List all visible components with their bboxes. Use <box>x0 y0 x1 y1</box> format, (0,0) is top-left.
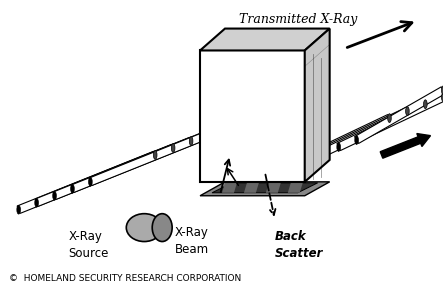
Polygon shape <box>355 87 444 143</box>
Ellipse shape <box>319 150 322 158</box>
Text: Transmitted X-Ray: Transmitted X-Ray <box>238 13 357 26</box>
Ellipse shape <box>126 214 162 241</box>
Polygon shape <box>200 29 329 51</box>
Polygon shape <box>53 137 193 199</box>
Text: X-Ray
Beam: X-Ray Beam <box>175 226 209 256</box>
Polygon shape <box>17 151 157 213</box>
Polygon shape <box>288 183 303 193</box>
Ellipse shape <box>337 142 341 151</box>
Ellipse shape <box>89 178 92 186</box>
Ellipse shape <box>189 137 193 145</box>
Ellipse shape <box>441 93 444 102</box>
Polygon shape <box>283 114 391 171</box>
Polygon shape <box>301 107 409 164</box>
Ellipse shape <box>207 130 211 138</box>
Ellipse shape <box>406 107 409 116</box>
Polygon shape <box>35 144 174 206</box>
Polygon shape <box>222 183 237 193</box>
Polygon shape <box>319 101 427 158</box>
Ellipse shape <box>154 151 157 159</box>
Polygon shape <box>71 130 210 192</box>
Polygon shape <box>89 124 229 185</box>
Polygon shape <box>305 29 329 182</box>
Ellipse shape <box>301 157 305 165</box>
FancyArrow shape <box>380 133 431 158</box>
Text: X-Ray
Source: X-Ray Source <box>68 230 109 260</box>
Ellipse shape <box>171 144 175 152</box>
Ellipse shape <box>424 100 427 109</box>
Ellipse shape <box>283 164 286 172</box>
Ellipse shape <box>71 185 74 193</box>
Ellipse shape <box>355 136 358 145</box>
Polygon shape <box>212 183 318 193</box>
Polygon shape <box>266 183 281 193</box>
Ellipse shape <box>17 205 20 214</box>
Ellipse shape <box>441 86 444 95</box>
Text: ©  HOMELAND SECURITY RESEARCH CORPORATION: © HOMELAND SECURITY RESEARCH CORPORATION <box>9 274 241 283</box>
Polygon shape <box>337 94 444 151</box>
Ellipse shape <box>388 114 391 123</box>
Ellipse shape <box>53 191 56 200</box>
Text: Back
Scatter: Back Scatter <box>275 230 323 260</box>
Ellipse shape <box>225 123 229 131</box>
Ellipse shape <box>35 198 38 207</box>
Polygon shape <box>244 183 259 193</box>
Ellipse shape <box>152 214 172 241</box>
Polygon shape <box>200 51 305 182</box>
Polygon shape <box>200 182 329 196</box>
